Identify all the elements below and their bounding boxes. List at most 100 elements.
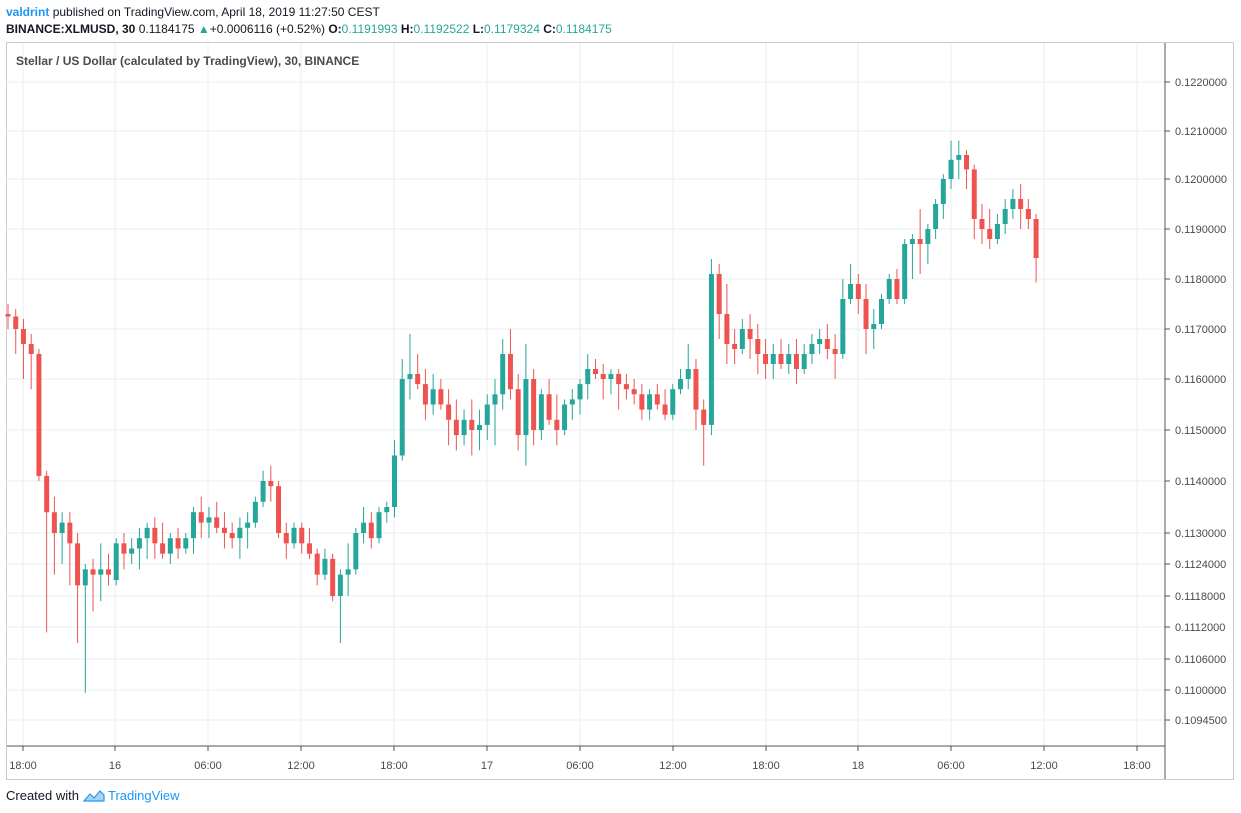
candle — [554, 394, 560, 446]
candle — [399, 359, 405, 461]
axes: 0.1220000 0.1210000 0.1200000 0.1190000 0.11… — [7, 43, 1227, 779]
candle-body — [778, 354, 784, 364]
candle — [167, 533, 173, 564]
candle — [562, 399, 568, 436]
candle — [647, 389, 653, 420]
candle — [113, 538, 119, 586]
candle — [994, 214, 1000, 244]
x-tick-label: 18:00 — [9, 760, 37, 772]
candle — [237, 517, 243, 559]
x-tick-label: 18 — [852, 760, 864, 772]
last-price: 0.1184175 — [138, 22, 195, 36]
candle — [183, 533, 189, 554]
candle — [384, 501, 390, 523]
candle-body — [152, 527, 158, 544]
candle-body — [136, 538, 142, 549]
candle — [670, 384, 676, 420]
candle — [1018, 184, 1024, 229]
y-tick-label: 0.1140000 — [1175, 476, 1226, 488]
candle-body — [569, 399, 575, 405]
candle-body — [585, 369, 591, 385]
candle — [276, 481, 282, 539]
candle-body — [670, 389, 676, 415]
y-tick-label: 0.1190000 — [1175, 224, 1226, 236]
candle — [585, 354, 591, 400]
candle — [144, 522, 150, 559]
candle-body — [361, 522, 367, 533]
candle — [446, 389, 452, 446]
candle — [98, 543, 104, 602]
candle-body — [554, 419, 560, 430]
candle-body — [886, 279, 892, 299]
candle-body — [252, 501, 258, 523]
candle-body — [314, 553, 320, 575]
candle-body — [98, 569, 104, 575]
candle-body — [909, 239, 915, 244]
candle-body — [994, 224, 1000, 239]
candle-body — [654, 394, 660, 405]
candle-body — [353, 533, 359, 570]
chart-frame[interactable] — [6, 42, 1234, 780]
candle-body — [716, 274, 722, 314]
candle — [245, 512, 251, 549]
candle — [438, 379, 444, 410]
candle-body — [964, 155, 970, 170]
candle-body — [855, 284, 861, 299]
candle — [747, 314, 753, 359]
y-tick-label: 0.1150000 — [1175, 425, 1226, 437]
x-tick-label: 16 — [109, 760, 121, 772]
candle-body — [430, 389, 436, 405]
candle-body — [399, 379, 405, 456]
candle-body — [368, 522, 374, 539]
candle — [739, 319, 745, 354]
candle — [863, 284, 869, 354]
candle-body — [500, 354, 506, 395]
candle-body — [933, 204, 939, 229]
candle — [221, 512, 227, 549]
candle — [291, 522, 297, 549]
candle-body — [469, 419, 475, 430]
candle-body — [631, 389, 637, 395]
candle — [376, 507, 382, 544]
candle — [964, 150, 970, 189]
candle — [685, 344, 691, 390]
candle-body — [786, 354, 792, 364]
candle-body — [198, 512, 204, 523]
candle — [801, 344, 807, 374]
candle — [755, 324, 761, 374]
candle-body — [82, 569, 88, 586]
candle — [933, 199, 939, 239]
candle-body — [229, 533, 235, 539]
candle — [36, 349, 42, 481]
candle — [191, 507, 197, 554]
candle-body — [330, 558, 336, 596]
candle — [5, 304, 11, 329]
candle-body — [322, 558, 328, 575]
candle — [623, 374, 629, 400]
x-tick-label: 06:00 — [566, 760, 594, 772]
author-link[interactable]: valdrint — [6, 5, 50, 19]
quote-line: BINANCE:XLMUSD, 30 0.1184175 ▲+0.0006116… — [6, 22, 612, 36]
footer: Created with TradingView — [6, 788, 180, 803]
candle — [129, 538, 135, 564]
low-value: 0.1179324 — [484, 22, 540, 36]
candle-body — [1025, 209, 1031, 219]
candle-body — [422, 384, 428, 405]
candle — [716, 264, 722, 339]
candle — [492, 379, 498, 446]
y-tick-label: 0.1094500 — [1175, 715, 1227, 727]
candle — [1010, 189, 1016, 219]
y-tick-label: 0.1200000 — [1175, 174, 1227, 186]
candle-body — [600, 374, 606, 379]
tradingview-brand-link[interactable]: TradingView — [107, 788, 180, 803]
y-tick-label: 0.1112000 — [1175, 622, 1225, 634]
candle — [477, 409, 483, 451]
candle — [353, 527, 359, 575]
y-tick-label: 0.1130000 — [1175, 528, 1226, 540]
candle — [407, 334, 413, 400]
candle — [848, 264, 854, 304]
candle — [538, 389, 544, 441]
candle — [20, 319, 26, 379]
candle — [422, 369, 428, 420]
